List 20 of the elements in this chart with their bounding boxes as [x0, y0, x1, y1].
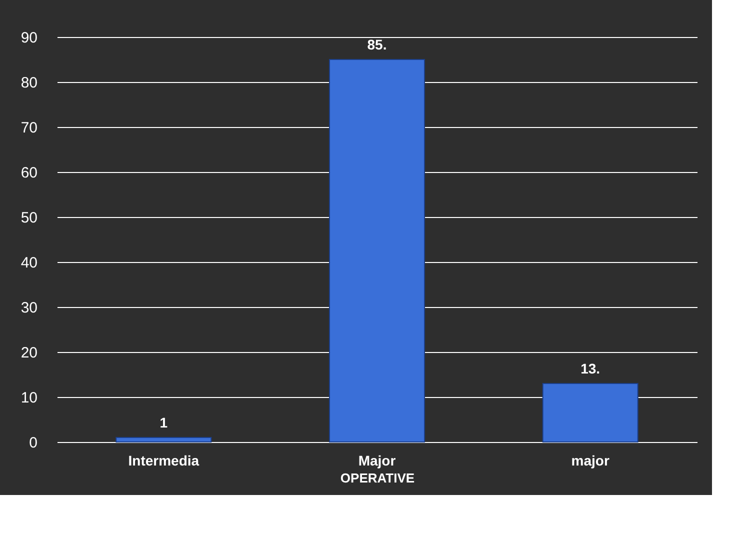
- y-tick-label: 30: [20, 300, 38, 316]
- y-tick-label: 90: [20, 30, 38, 46]
- x-axis-title: OPERATIVE: [340, 470, 415, 486]
- y-tick-label: 40: [20, 254, 38, 272]
- y-tick-label: 0: [29, 434, 38, 452]
- bar: [329, 59, 425, 442]
- y-tick-label: 10: [20, 390, 38, 406]
- bar: [116, 437, 212, 442]
- y-tick-label: 60: [20, 164, 38, 182]
- data-label: 1: [160, 414, 168, 430]
- y-tick-label: 20: [20, 344, 38, 362]
- bar: [542, 383, 638, 442]
- y-tick-label: 70: [20, 120, 38, 136]
- y-tick-label: 50: [20, 210, 38, 226]
- x-tick-label: major: [571, 452, 610, 468]
- y-tick-label: 80: [20, 74, 38, 92]
- x-tick-label: Intermedia: [128, 452, 200, 468]
- data-label: 13.: [580, 360, 600, 376]
- x-tick-label: Major: [358, 452, 396, 468]
- data-label: 85.: [367, 36, 387, 52]
